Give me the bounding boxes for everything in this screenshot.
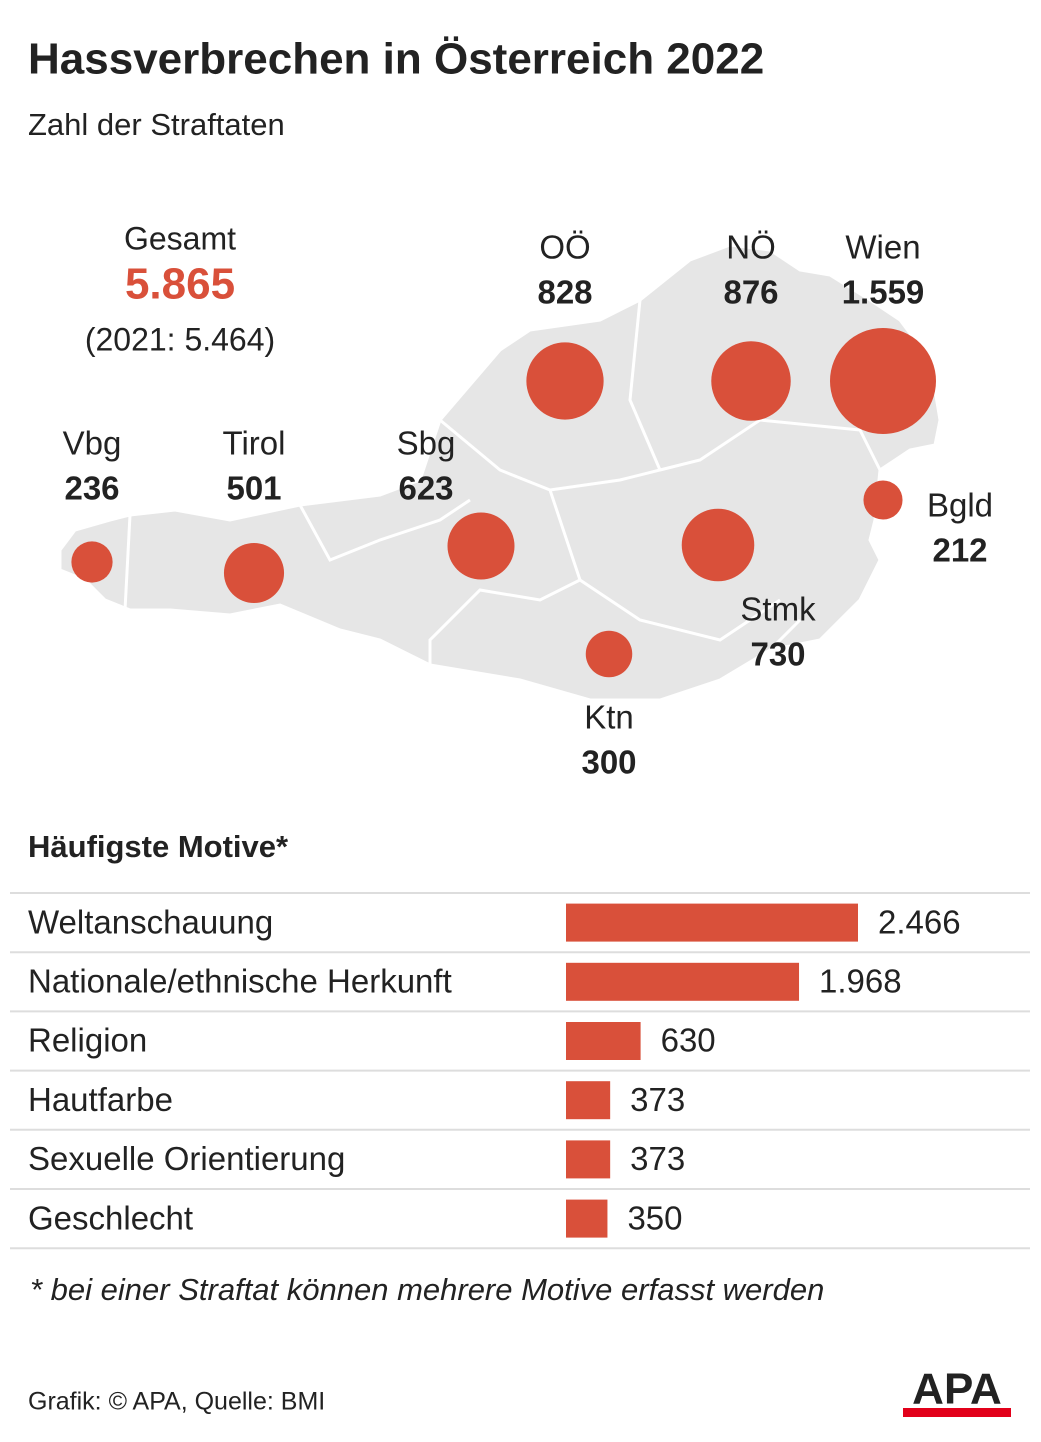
- bubble: [681, 508, 755, 582]
- subtitle: Zahl der Straftaten: [28, 107, 285, 142]
- bubble: [71, 541, 113, 583]
- region-label: Bgld: [927, 487, 993, 524]
- bar: [566, 1199, 608, 1238]
- value-label: 350: [627, 1199, 682, 1236]
- previous-annotation: (2021: 5.464): [85, 321, 275, 357]
- category-label: Weltanschauung: [28, 903, 273, 940]
- bar: [566, 1022, 641, 1060]
- bubble: [585, 630, 633, 678]
- value-label: 212: [932, 532, 987, 569]
- value-label: 1.968: [819, 963, 902, 1000]
- category-label: Sexuelle Orientierung: [28, 1140, 345, 1177]
- bar-chart-title: Häufigste Motive*: [28, 829, 289, 864]
- region-label: NÖ: [726, 229, 776, 266]
- value-label: 373: [630, 1140, 685, 1177]
- region-label: Stmk: [740, 591, 816, 628]
- category-label: Hautfarbe: [28, 1081, 173, 1118]
- value-label: 630: [661, 1022, 716, 1059]
- bubble: [223, 542, 285, 604]
- bubble: [711, 341, 791, 421]
- value-label: 300: [581, 744, 636, 781]
- total-value: 5.865: [125, 260, 235, 309]
- value-label: 876: [723, 274, 778, 311]
- map-borders: [123, 299, 882, 665]
- value-label: 501: [226, 470, 281, 507]
- category-label: Religion: [28, 1022, 147, 1059]
- total-label: Gesamt: [124, 220, 236, 256]
- region-label: Tirol: [223, 425, 286, 462]
- title: Hassverbrechen in Österreich 2022: [28, 35, 764, 84]
- value-label: 828: [537, 274, 592, 311]
- value-label: 2.466: [878, 903, 961, 940]
- bubble: [830, 328, 936, 434]
- category-label: Geschlecht: [28, 1199, 193, 1236]
- region-label: Sbg: [397, 425, 456, 462]
- value-label: 1.559: [842, 274, 925, 311]
- value-label: 623: [398, 470, 453, 507]
- bubble: [863, 480, 903, 520]
- bar: [566, 962, 800, 1001]
- region-label: Wien: [845, 229, 920, 266]
- value-label: 236: [64, 470, 119, 507]
- source: Grafik: © APA, Quelle: BMI: [28, 1388, 325, 1416]
- category-label: Nationale/ethnische Herkunft: [28, 963, 452, 1000]
- bubble: [447, 512, 515, 580]
- value-label: 730: [750, 636, 805, 673]
- footnote: * bei einer Straftat können mehrere Moti…: [30, 1272, 824, 1307]
- bar: [566, 903, 858, 942]
- map-austria: [58, 243, 942, 702]
- logo: APA: [912, 1365, 1002, 1414]
- logo-bar: [903, 1408, 1011, 1417]
- bar: [566, 1140, 611, 1179]
- bar: [566, 1081, 611, 1120]
- region-label: OÖ: [539, 229, 590, 266]
- region-label: Ktn: [584, 699, 634, 736]
- value-label: 373: [630, 1081, 685, 1118]
- region-label: Vbg: [63, 425, 122, 462]
- bubble: [526, 342, 604, 420]
